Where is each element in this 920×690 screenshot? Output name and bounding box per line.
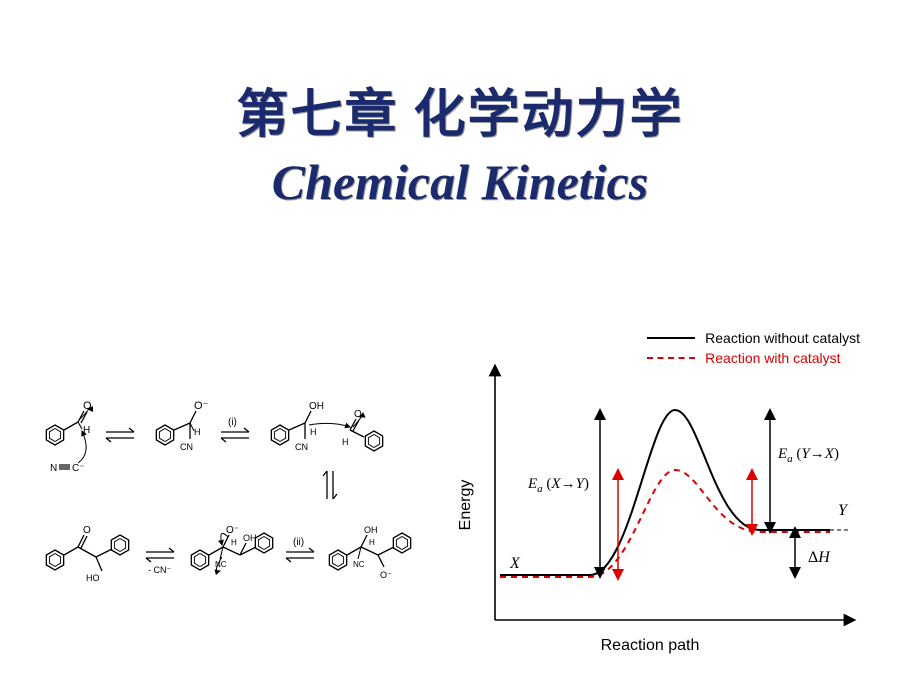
- svg-text:O⁻: O⁻: [194, 400, 209, 412]
- energy-chart-svg: X Y Ea (X→Y) Ea (Y→X) ΔH Reaction path E…: [450, 340, 880, 670]
- energy-chart-panel: Reaction without catalyst Reaction with …: [450, 340, 890, 670]
- legend-dashed-line-icon: [647, 357, 695, 359]
- legend-with-catalyst: Reaction with catalyst: [647, 350, 860, 366]
- label-ea-forward: Ea (X→Y): [527, 476, 589, 495]
- legend-with-catalyst-label: Reaction with catalyst: [705, 350, 840, 366]
- x-axis-label: Reaction path: [601, 637, 700, 654]
- content-row: O H N C⁻ O⁻ H CN (i): [0, 340, 920, 670]
- svg-text:O: O: [83, 525, 91, 536]
- svg-text:NC: NC: [353, 560, 365, 569]
- svg-text:N: N: [50, 463, 57, 474]
- title-chinese: 第七章 化学动力学: [0, 72, 920, 147]
- svg-text:OH: OH: [243, 533, 257, 543]
- label-x: X: [509, 555, 521, 572]
- svg-text:H: H: [194, 427, 201, 437]
- svg-text:- CN⁻: - CN⁻: [148, 565, 171, 575]
- svg-text:O⁻: O⁻: [226, 525, 239, 536]
- legend-no-catalyst-label: Reaction without catalyst: [705, 330, 860, 346]
- svg-text:O⁻: O⁻: [380, 570, 392, 580]
- reaction-mechanism-panel: O H N C⁻ O⁻ H CN (i): [0, 375, 450, 635]
- chart-legend: Reaction without catalyst Reaction with …: [647, 330, 860, 370]
- label-ea-reverse: Ea (Y→X): [777, 446, 839, 465]
- legend-no-catalyst: Reaction without catalyst: [647, 330, 860, 346]
- step-label-i: (i): [228, 417, 237, 428]
- title-block: 第七章 化学动力学 Chemical Kinetics: [0, 0, 920, 211]
- step-label-ii: (ii): [293, 537, 304, 548]
- svg-text:CN: CN: [295, 442, 308, 452]
- svg-text:H: H: [231, 538, 237, 547]
- svg-text:HO: HO: [86, 573, 100, 583]
- legend-solid-line-icon: [647, 337, 695, 339]
- svg-text:H: H: [369, 538, 375, 547]
- svg-text:H: H: [342, 437, 349, 447]
- svg-text:OH: OH: [309, 401, 324, 412]
- svg-text:OH: OH: [364, 525, 378, 535]
- svg-text:H: H: [310, 427, 317, 437]
- svg-text:H: H: [83, 425, 90, 436]
- label-y: Y: [838, 502, 849, 519]
- curve-no-catalyst: [500, 410, 830, 575]
- mechanism-svg: O H N C⁻ O⁻ H CN (i): [20, 375, 450, 635]
- y-axis-label: Energy: [457, 480, 474, 531]
- title-english: Chemical Kinetics: [0, 153, 920, 211]
- label-delta-h: ΔH: [808, 549, 831, 566]
- svg-text:C⁻: C⁻: [72, 463, 85, 474]
- svg-text:CN: CN: [180, 442, 193, 452]
